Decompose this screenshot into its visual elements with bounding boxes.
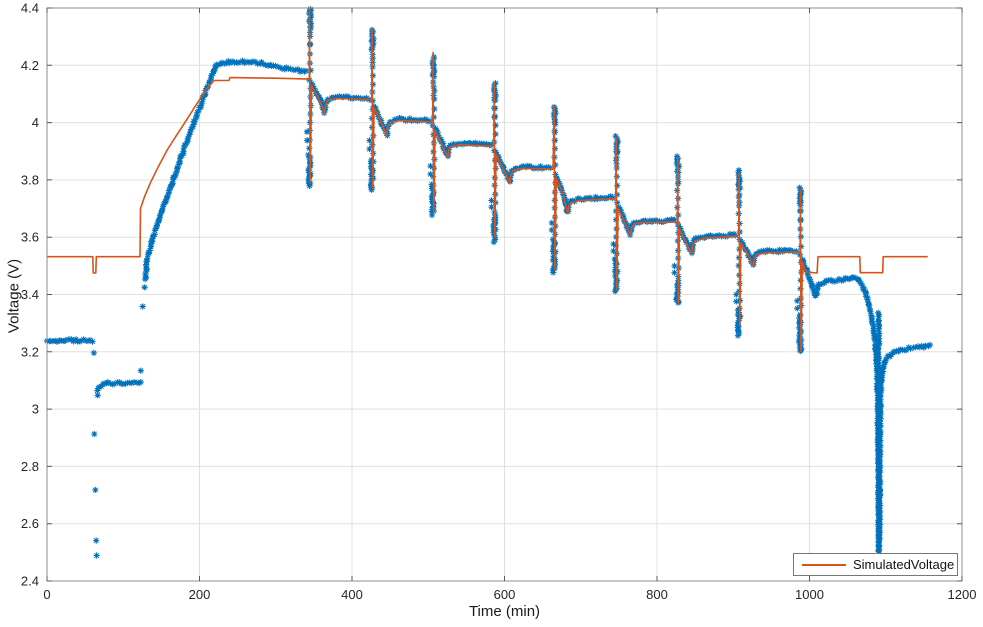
y-tick-label: 2.6 [21, 516, 39, 531]
simulated-voltage-line [47, 7, 928, 353]
legend-line-sample [802, 563, 846, 566]
x-tick-label: 400 [341, 587, 363, 602]
grid-lines [46, 7, 963, 582]
y-tick-label: 2.4 [21, 574, 39, 589]
x-tick-label: 600 [494, 587, 516, 602]
y-tick-label: 3.6 [21, 230, 39, 245]
y-tick-label: 4 [32, 115, 39, 130]
x-tick-label: 800 [646, 587, 668, 602]
x-tick-label: 1200 [948, 587, 977, 602]
tick-marks [46, 7, 963, 582]
x-axis-label: Time (min) [468, 603, 541, 620]
y-tick-label: 3.2 [21, 344, 39, 359]
measured-voltage-markers [44, 72, 215, 394]
y-tick-label: 3.4 [21, 287, 39, 302]
x-tick-label: 1000 [795, 587, 824, 602]
y-tick-label: 4.2 [21, 58, 39, 73]
measured-voltage-markers [305, 6, 934, 440]
measured-voltage-markers [678, 229, 878, 339]
measured-voltage-markers [611, 133, 883, 555]
measured-voltage-markers [90, 29, 883, 559]
x-tick-label: 0 [43, 587, 50, 602]
y-axis-label: Voltage (V) [5, 258, 23, 334]
y-tick-label: 3 [32, 402, 39, 417]
measured-voltage-markers [794, 297, 801, 312]
y-tick-label: 3.8 [21, 172, 39, 187]
y-tick-label: 2.8 [21, 459, 39, 474]
measured-voltage-markers [209, 57, 452, 160]
y-tick-label: 4.4 [21, 1, 39, 16]
legend-entry-label: SimulatedVoltage [853, 557, 955, 572]
x-tick-label: 200 [189, 587, 211, 602]
legend[interactable]: SimulatedVoltage [793, 553, 958, 576]
measured-voltage-markers [445, 139, 685, 238]
